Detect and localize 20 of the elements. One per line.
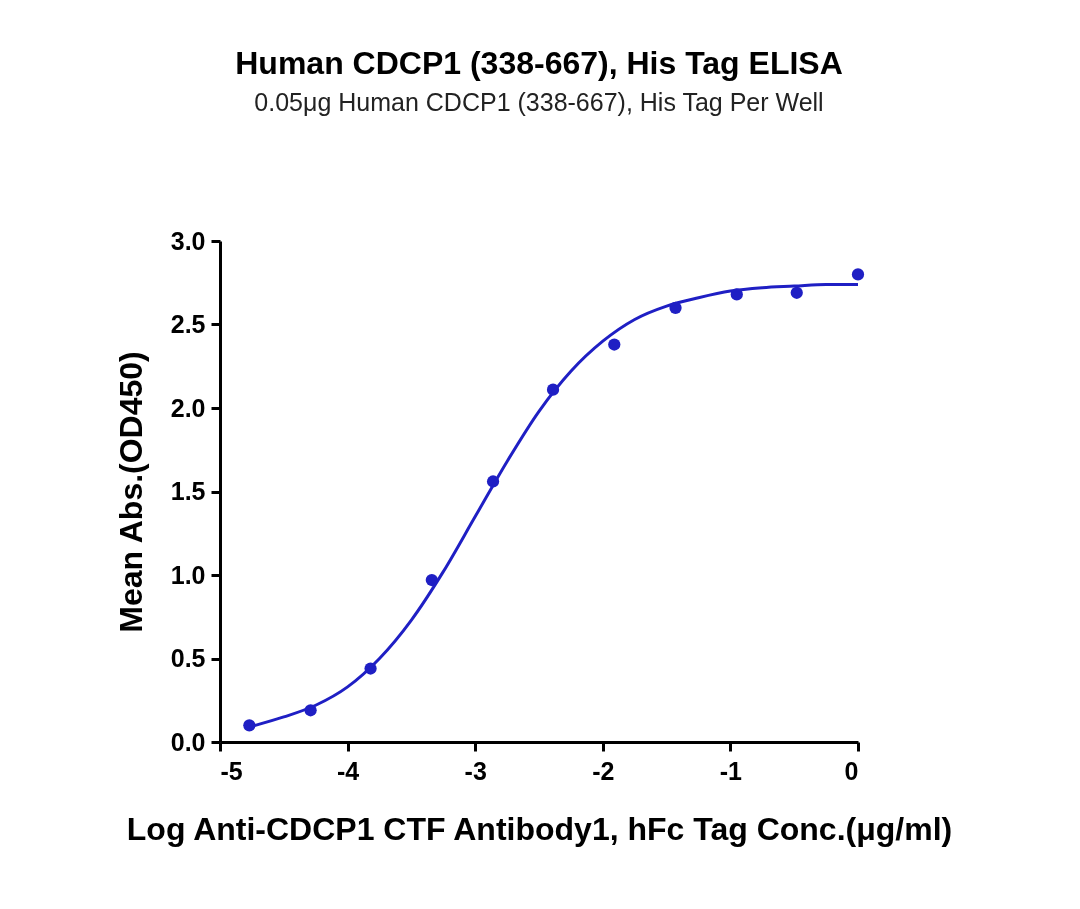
x-tick-label: -1 [719,756,743,785]
y-axis-title: Mean Abs.(OD450) [112,351,149,633]
y-tick-label: 3.0 [170,226,206,255]
x-axis-title: Log Anti-CDCP1 CTF Antibody1, hFc Tag Conc.(μg/ml) [126,810,953,847]
x-tick-label: -4 [336,756,360,785]
x-tick-label: 0 [844,756,859,785]
chart-title: Human CDCP1 (338-667), His Tag ELISA [235,45,843,81]
point [608,338,621,351]
y-tick-label: 0.5 [170,644,206,672]
point [851,268,865,281]
x-tick-label: -5 [220,756,243,785]
x-tick-label: -2 [592,756,615,785]
chart-subtitle: 0.05μg Human CDCP1 (338-667), His Tag Per Well [254,88,824,116]
y-tick-label: 1.0 [170,560,206,589]
y-tick-label: 1.5 [170,477,206,505]
y-tick-label: 2.0 [170,393,206,422]
point [790,286,803,299]
y-tick-label: 0.0 [170,727,206,756]
x-tick-label: -3 [464,756,487,785]
y-tick-label: 2.5 [170,310,206,338]
